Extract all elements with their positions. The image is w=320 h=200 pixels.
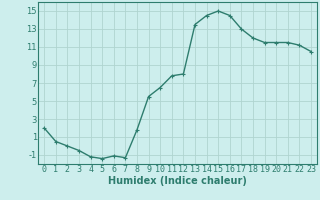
X-axis label: Humidex (Indice chaleur): Humidex (Indice chaleur) xyxy=(108,176,247,186)
